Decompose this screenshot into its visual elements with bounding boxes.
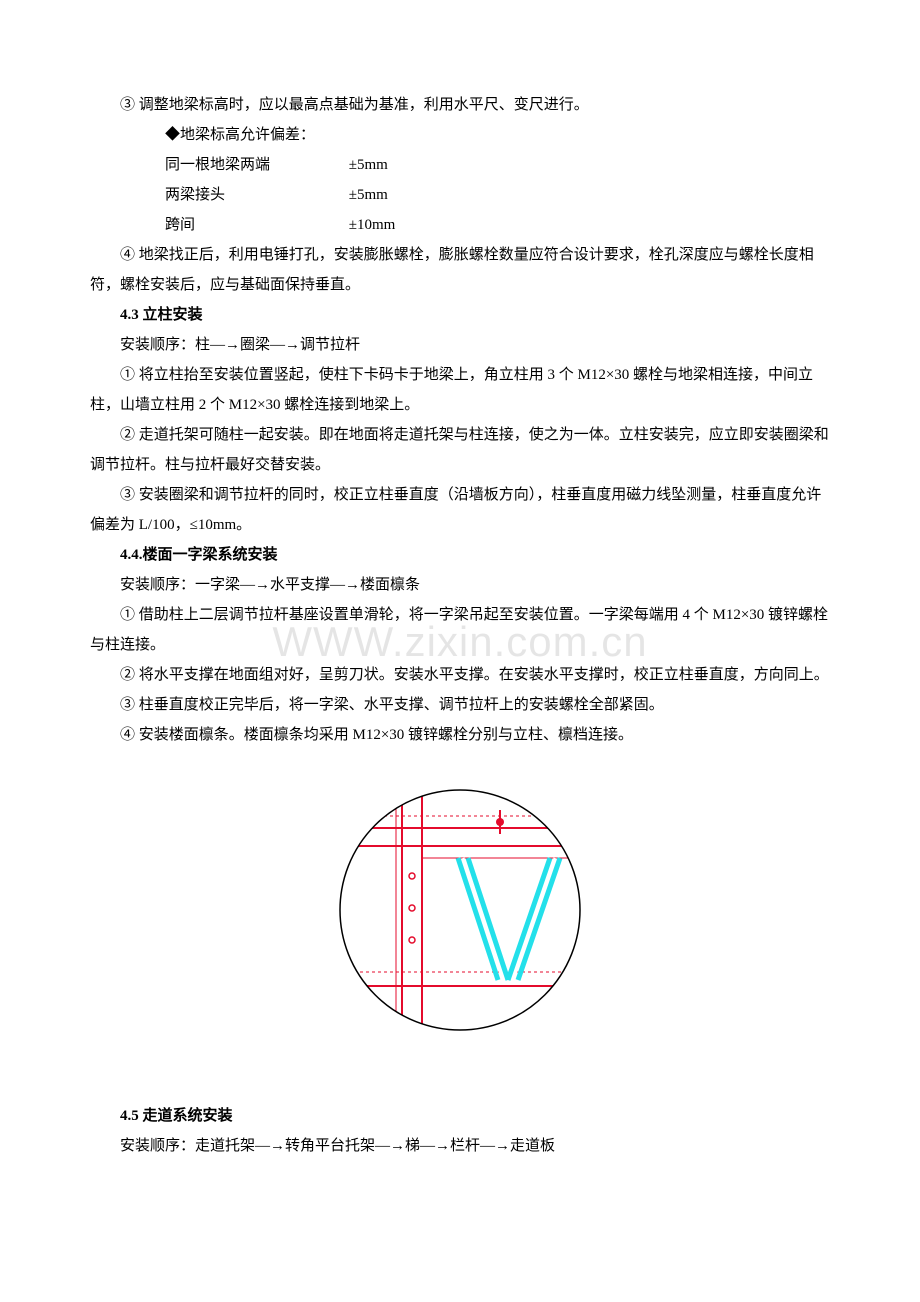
section-4-4-step-1: ① 借助柱上二层调节拉杆基座设置单滑轮，将一字梁吊起至安装位置。一字梁每端用 4… (90, 600, 830, 660)
section-4-3-step-1: ① 将立柱抬至安装位置竖起，使柱下卡码卡于地梁上，角立柱用 3 个 M12×30… (90, 360, 830, 420)
section-4-4-step-3: ③ 柱垂直度校正完毕后，将一字梁、水平支撑、调节拉杆上的安装螺栓全部紧固。 (90, 690, 830, 720)
tolerance-row: 两梁接头 ±5mm (90, 180, 830, 210)
tolerance-row: 同一根地梁两端 ±5mm (90, 150, 830, 180)
tolerance-label: 同一根地梁两端 (165, 150, 345, 180)
tolerance-value: ±5mm (349, 187, 388, 203)
tolerance-label: 两梁接头 (165, 180, 345, 210)
tolerance-value: ±5mm (349, 157, 388, 173)
section-4-4-order: 安装顺序：一字梁—→水平支撑—→楼面檩条 (90, 570, 830, 600)
section-4-4-step-2: ② 将水平支撑在地面组对好，呈剪刀状。安装水平支撑。在安装水平支撑时，校正立柱垂… (90, 660, 830, 690)
step-4: ④ 地梁找正后，利用电锤打孔，安装膨胀螺栓，膨胀螺栓数量应符合设计要求，栓孔深度… (90, 240, 830, 300)
section-4-5-title: 4.5 走道系统安装 (90, 1101, 830, 1131)
tolerance-row: 跨间 ±10mm (90, 210, 830, 240)
section-4-4-title: 4.4.楼面一字梁系统安装 (90, 540, 830, 570)
tolerance-value: ±10mm (349, 217, 396, 233)
section-4-3-title: 4.3 立柱安装 (90, 300, 830, 330)
section-4-3-order: 安装顺序：柱—→圈梁—→调节拉杆 (90, 330, 830, 360)
section-4-3-step-2: ② 走道托架可随柱一起安装。即在地面将走道托架与柱连接，使之为一体。立柱安装完，… (90, 420, 830, 480)
tolerance-title: ◆地梁标高允许偏差： (90, 120, 830, 150)
section-4-3-step-3: ③ 安装圈梁和调节拉杆的同时，校正立柱垂直度（沿墙板方向），柱垂直度用磁力线坠测… (90, 480, 830, 540)
beam-diagram (90, 780, 830, 1051)
section-4-5-order: 安装顺序：走道托架—→转角平台托架—→梯—→栏杆—→走道板 (90, 1131, 830, 1161)
step-3: ③ 调整地梁标高时，应以最高点基础为基准，利用水平尺、变尺进行。 (90, 90, 830, 120)
section-4-4-step-4: ④ 安装楼面檩条。楼面檩条均采用 M12×30 镀锌螺栓分别与立柱、檩档连接。 (90, 720, 830, 750)
tolerance-label: 跨间 (165, 210, 345, 240)
